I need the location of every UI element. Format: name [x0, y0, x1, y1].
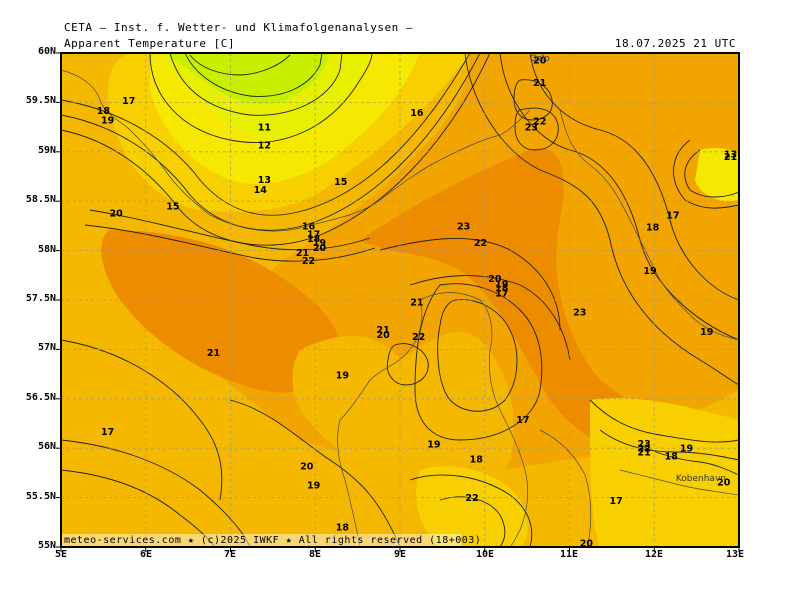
contour-label: 18 [495, 284, 509, 295]
lat-label: 58.5N [25, 194, 56, 205]
contour-label: 22 [302, 256, 315, 267]
contour-label: 20 [109, 209, 123, 220]
contour-label: 21 [637, 448, 650, 459]
variable-label: Apparent Temperature [C] [64, 37, 235, 50]
contour-label: 17 [101, 427, 114, 438]
contour-label: 17 [122, 96, 135, 107]
contour-label: 21 [207, 348, 220, 359]
field-15-east [695, 148, 739, 202]
contour-label: 15 [334, 177, 347, 188]
contour-label: 18 [665, 452, 679, 463]
lat-label: 55.5N [25, 491, 56, 502]
lat-label: 57N [37, 342, 56, 353]
contour-label: 20 [376, 330, 390, 341]
contour-label: 19 [307, 480, 320, 491]
contour-lines [61, 53, 739, 547]
institution-title: CETA – Inst. f. Wetter- und Klimafolgena… [64, 21, 414, 34]
contour-label: 18 [97, 106, 111, 117]
contour-label: 13 [724, 149, 737, 160]
field-17-sound [590, 398, 739, 547]
place-label-oslo: Oslo [530, 54, 550, 64]
lon-label: 9E [393, 549, 407, 560]
contour-label: 14 [254, 185, 268, 196]
contour-label: 22 [465, 493, 478, 504]
contour-label: 12 [258, 140, 271, 151]
contour-label: 21 [533, 78, 546, 89]
contour-label: 20 [717, 477, 731, 488]
lon-label: 6E [139, 549, 153, 560]
contour-label: 18 [336, 523, 350, 534]
contour-label: 21 [724, 152, 737, 163]
lat-label: 57.5N [25, 293, 56, 304]
lat-label: 55N [37, 540, 56, 551]
lon-label: 10E [475, 549, 495, 560]
contour-label: 19 [313, 238, 326, 249]
contour-label: 20 [300, 462, 314, 473]
lat-label: 56N [37, 441, 56, 452]
contour-label: 11 [258, 123, 271, 134]
contour-label: 20 [488, 274, 502, 285]
contour-label: 20 [580, 539, 594, 550]
contour-label: 16 [302, 221, 316, 232]
contour-label: 15 [166, 202, 179, 213]
lon-label: 7E [223, 549, 237, 560]
contour-label: 16 [410, 108, 424, 119]
lat-label: 60N [37, 46, 56, 57]
contour-label: 19 [700, 327, 713, 338]
contour-label: 20 [313, 243, 327, 254]
contour-label: 19 [101, 116, 114, 127]
lon-label: 11E [559, 549, 579, 560]
place-label-kobenhavn: Kobenhavn [676, 474, 726, 484]
contour-label: 17 [666, 211, 679, 222]
contour-label: 17 [516, 415, 529, 426]
contour-label: 21 [410, 298, 423, 309]
coastlines [61, 69, 739, 547]
contour-label: 23 [573, 307, 586, 318]
lon-label: 5E [54, 549, 68, 560]
contour-label: 21 [296, 248, 309, 259]
contour-label: 18 [470, 455, 484, 466]
contour-label: 13 [258, 175, 271, 186]
copyright-footer: meteo-services.com ★ (c)2025 IWKF ★ All … [64, 535, 482, 546]
lon-label: 12E [644, 549, 664, 560]
contour-label: 23 [457, 221, 470, 232]
contour-label: 17 [495, 289, 508, 300]
contour-label: 18 [646, 222, 660, 233]
lon-label: 8E [308, 549, 322, 560]
contour-label: 22 [412, 332, 425, 343]
field-17-south [416, 466, 528, 547]
contour-label: 19 [336, 371, 349, 382]
lat-label: 56.5N [25, 392, 56, 403]
lon-label: 13E [725, 549, 745, 560]
lat-label: 59.5N [25, 95, 56, 106]
field-19-jutland [292, 331, 514, 494]
contour-label: 19 [680, 444, 693, 455]
contour-label: 22 [474, 238, 487, 249]
lat-label: 59N [37, 145, 56, 156]
contour-label: 19 [427, 440, 440, 451]
contour-label: 22 [533, 117, 546, 128]
field-23-west [101, 230, 340, 393]
valid-time: 18.07.2025 21 UTC [614, 37, 736, 50]
axis-ticks [56, 52, 740, 552]
contour-label: 21 [376, 325, 389, 336]
lat-label: 58N [37, 244, 56, 255]
contour-label: 19 [643, 266, 656, 277]
contour-label: 18 [307, 234, 321, 245]
contour-label: 23 [525, 123, 538, 134]
graticule [61, 53, 739, 547]
contour-labels: 1718191112161314151520161718192021222322… [97, 55, 737, 550]
contour-label: 19 [495, 280, 508, 291]
place-labels: Oslo Kobenhavn [530, 54, 726, 484]
contour-label: 23 [637, 439, 650, 450]
contour-label: 20 [533, 55, 547, 66]
contour-label: 22 [637, 444, 650, 455]
contour-label: 17 [609, 496, 622, 507]
contour-label: 17 [307, 229, 320, 240]
footer-strip [61, 534, 461, 547]
